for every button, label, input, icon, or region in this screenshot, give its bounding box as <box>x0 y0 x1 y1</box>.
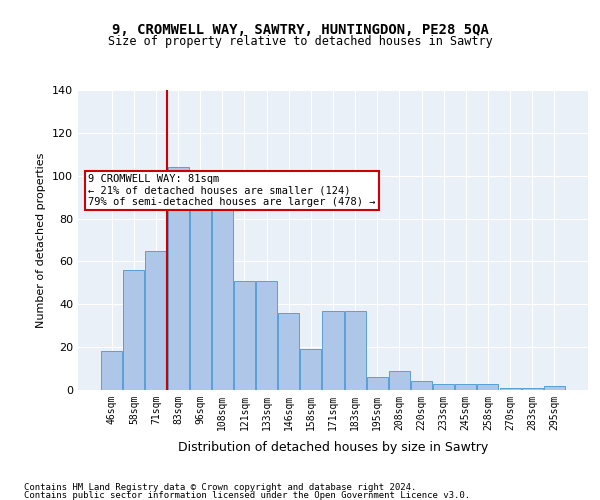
Text: Contains public sector information licensed under the Open Government Licence v3: Contains public sector information licen… <box>24 490 470 500</box>
Text: Contains HM Land Registry data © Crown copyright and database right 2024.: Contains HM Land Registry data © Crown c… <box>24 483 416 492</box>
Bar <box>344 310 365 390</box>
Bar <box>411 382 432 390</box>
Bar <box>256 280 277 390</box>
Bar <box>190 186 211 390</box>
Bar <box>124 270 145 390</box>
Bar <box>167 167 188 390</box>
Bar <box>301 350 322 390</box>
Bar <box>433 384 454 390</box>
X-axis label: Distribution of detached houses by size in Sawtry: Distribution of detached houses by size … <box>178 441 488 454</box>
Bar <box>278 313 299 390</box>
Bar <box>544 386 565 390</box>
Bar <box>212 182 233 390</box>
Y-axis label: Number of detached properties: Number of detached properties <box>37 152 46 328</box>
Bar <box>521 388 542 390</box>
Bar <box>322 310 344 390</box>
Bar <box>455 384 476 390</box>
Bar <box>389 370 410 390</box>
Bar <box>101 352 122 390</box>
Bar <box>500 388 521 390</box>
Text: Size of property relative to detached houses in Sawtry: Size of property relative to detached ho… <box>107 35 493 48</box>
Bar <box>234 280 255 390</box>
Bar <box>478 384 499 390</box>
Bar <box>145 250 166 390</box>
Bar <box>367 377 388 390</box>
Text: 9, CROMWELL WAY, SAWTRY, HUNTINGDON, PE28 5QA: 9, CROMWELL WAY, SAWTRY, HUNTINGDON, PE2… <box>112 22 488 36</box>
Text: 9 CROMWELL WAY: 81sqm
← 21% of detached houses are smaller (124)
79% of semi-det: 9 CROMWELL WAY: 81sqm ← 21% of detached … <box>88 174 376 207</box>
